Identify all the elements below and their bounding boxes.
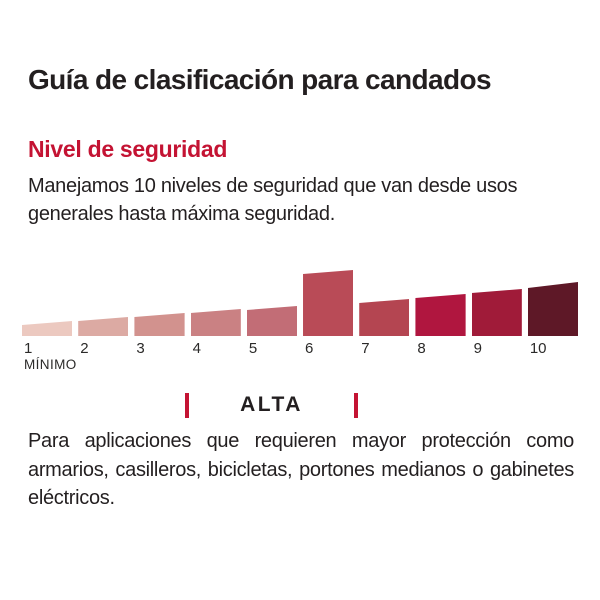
minimum-label: MÍNIMO <box>24 357 77 372</box>
range-start-marker <box>185 392 189 418</box>
level-bars: 1 2 3 4 5 6 7 8 9 10 <box>22 269 579 357</box>
level-7-tick-label: 7 <box>361 340 370 357</box>
level-5-tick-label: 5 <box>248 340 258 357</box>
level-8-bar <box>415 294 466 336</box>
level-3-column: 3 <box>134 269 185 357</box>
level-6-tick-label: 6 <box>305 340 314 357</box>
level-2-column: 2 <box>78 269 129 357</box>
level-4-tick-label: 4 <box>192 340 201 357</box>
alta-range-indicator: ALTA <box>185 392 358 418</box>
level-5-column: 5 <box>246 269 298 357</box>
level-9-column: 9 <box>471 269 522 357</box>
level-6-column: 6 <box>303 269 354 357</box>
level-10-tick-label: 10 <box>529 340 547 357</box>
level-2-tick-label: 2 <box>80 340 89 357</box>
security-level-heading: Nivel de seguridad <box>28 136 228 162</box>
level-4-column: 4 <box>190 269 241 357</box>
level-5-bar <box>246 306 298 336</box>
security-level-chart: 1 2 3 4 5 6 7 8 9 10 MÍNIMO <box>22 269 579 374</box>
range-label: ALTA <box>240 393 303 416</box>
level-10-column: 10 <box>527 269 579 357</box>
level-9-tick-label: 9 <box>473 340 482 357</box>
level-8-tick-label: 8 <box>417 340 426 357</box>
intro-text: Manejamos 10 niveles de seguridad que va… <box>28 175 518 225</box>
level-8-column: 8 <box>415 269 466 357</box>
level-4-bar <box>190 309 241 336</box>
level-1-tick-label: 1 <box>24 340 33 357</box>
level-1-column: 1 <box>22 269 73 357</box>
level-3-bar <box>134 313 185 336</box>
level-7-column: 7 <box>359 269 410 357</box>
level-3-tick-label: 3 <box>136 340 145 357</box>
level-10-bar <box>527 282 579 336</box>
level-1-bar <box>22 321 73 336</box>
range-end-marker <box>354 392 358 418</box>
level-7-bar <box>359 299 410 336</box>
description-text: Para aplicaciones que requieren mayor pr… <box>28 430 574 509</box>
page-title: Guía de clasificación para candados <box>28 64 492 95</box>
level-2-bar <box>78 317 129 336</box>
level-9-bar <box>471 289 522 336</box>
level-6-bar-highlighted <box>303 270 354 336</box>
